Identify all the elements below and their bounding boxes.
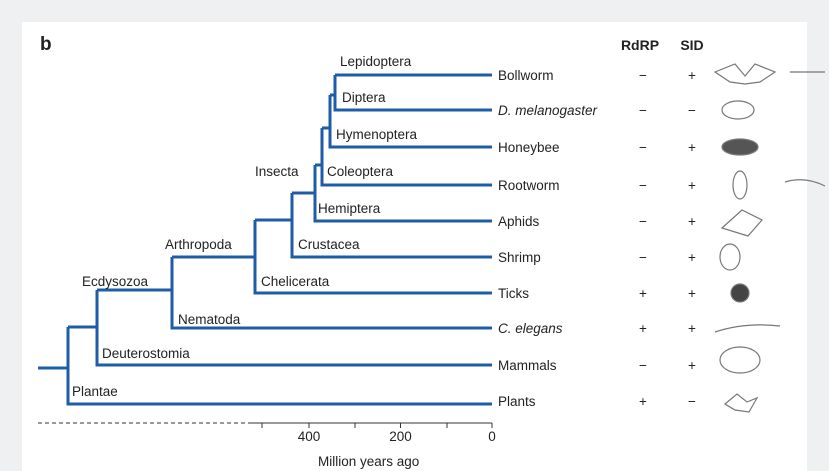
taxon-name: Mammals <box>498 358 557 373</box>
taxon-name: C. elegans <box>498 321 563 336</box>
clade-label: Chelicerata <box>261 274 330 289</box>
taxon-name: Aphids <box>498 214 540 229</box>
clade-label: Arthropoda <box>165 237 232 252</box>
sid-sign: + <box>688 321 696 336</box>
tick-label: 400 <box>298 429 321 444</box>
sid-sign: + <box>688 178 696 193</box>
rdrp-sign: − <box>639 68 647 83</box>
taxon-name: Plants <box>498 394 536 409</box>
sid-sign: − <box>688 103 696 118</box>
rdrp-sign: − <box>639 178 647 193</box>
rdrp-sign: − <box>639 103 647 118</box>
sid-sign: + <box>688 286 696 301</box>
tick-label: 0 <box>488 429 496 444</box>
rdrp-sign: + <box>639 394 647 409</box>
rdrp-sign: + <box>639 321 647 336</box>
taxon-name: Honeybee <box>498 140 560 155</box>
tick-label: 200 <box>389 429 412 444</box>
clade-label: Deuterostomia <box>102 346 190 361</box>
column-header: RdRP <box>621 37 659 53</box>
taxon-name: Shrimp <box>498 250 541 265</box>
clade-label: Lepidoptera <box>340 54 412 69</box>
sid-sign: + <box>688 214 696 229</box>
sid-sign: − <box>688 394 696 409</box>
sid-sign: + <box>688 140 696 155</box>
clade-label: Insecta <box>255 164 299 179</box>
clade-label: Plantae <box>72 384 118 399</box>
clade-label: Crustacea <box>298 237 360 252</box>
sid-sign: + <box>688 358 696 373</box>
figure: b RdRP SID Lepidoptera Diptera Hymenopte… <box>0 0 829 471</box>
rdrp-sign: − <box>639 140 647 155</box>
panel-label: b <box>40 34 52 55</box>
clade-label: Hymenoptera <box>336 127 418 142</box>
rdrp-sign: + <box>639 286 647 301</box>
sid-sign: + <box>688 250 696 265</box>
rdrp-sign: − <box>639 214 647 229</box>
rdrp-sign: − <box>639 250 647 265</box>
clade-label: Nematoda <box>178 312 241 327</box>
sid-sign: + <box>688 68 696 83</box>
taxon-name: Ticks <box>498 286 529 301</box>
clade-label: Ecdysozoa <box>82 274 149 289</box>
clade-label: Diptera <box>342 90 386 105</box>
taxon-name: Bollworm <box>498 68 554 83</box>
taxon-name: Rootworm <box>498 178 560 193</box>
clade-label: Coleoptera <box>327 164 394 179</box>
rdrp-sign: − <box>639 358 647 373</box>
taxon-name: D. melanogaster <box>498 103 598 118</box>
clade-label: Hemiptera <box>318 201 381 216</box>
column-header: SID <box>680 37 703 53</box>
axis-label: Million years ago <box>318 454 419 469</box>
